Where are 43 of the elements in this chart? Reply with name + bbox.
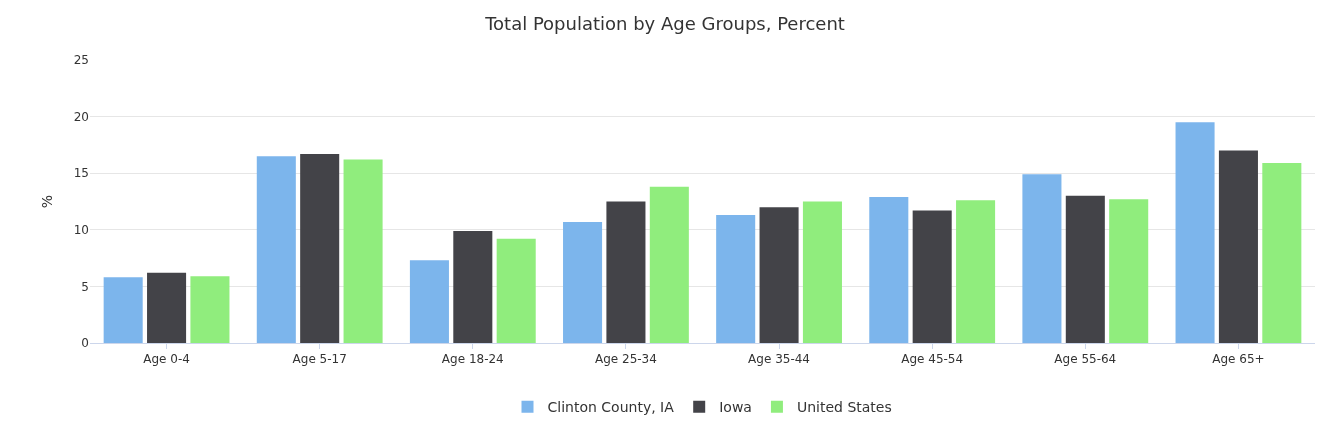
bar: [409, 260, 449, 343]
y-tick-label: 5: [81, 279, 89, 294]
x-tick-label: Age 25-34: [594, 352, 657, 367]
bar: [716, 215, 756, 343]
y-axis-title: %: [39, 194, 55, 209]
bar: [759, 207, 799, 343]
bar: [1022, 174, 1062, 343]
x-tick-label: Age 0-4: [143, 352, 190, 367]
y-tick-label: 20: [73, 109, 89, 124]
x-tick-label: Age 55-64: [1054, 352, 1117, 367]
bar: [190, 276, 230, 343]
bar: [300, 153, 340, 343]
bar: [869, 196, 909, 343]
bar: [496, 238, 536, 343]
y-tick-label: 15: [73, 166, 89, 181]
bar: [912, 210, 952, 343]
legend-label: United States: [796, 399, 892, 416]
legend-label: Clinton County, IA: [547, 399, 675, 416]
y-tick-label: 25: [73, 53, 89, 68]
bar: [343, 159, 383, 343]
bar: [563, 221, 603, 343]
y-tick-label: 0: [81, 336, 89, 351]
bar: [1262, 163, 1302, 343]
bar: [1065, 195, 1105, 343]
x-tick-label: Age 45-54: [901, 352, 964, 367]
legend-label: Iowa: [719, 399, 752, 416]
bar: [802, 201, 842, 343]
x-tick-label: Age 18-24: [441, 352, 504, 367]
bar: [453, 230, 493, 343]
y-tick-label: 10: [73, 223, 89, 237]
bar: [103, 277, 143, 343]
bar: [1218, 150, 1258, 343]
bar: [956, 200, 996, 343]
x-tick-label: Age 5-17: [292, 352, 347, 367]
chart-title: Total Population by Age Groups, Percent: [484, 13, 845, 34]
bar: [147, 272, 187, 343]
bar: [256, 156, 296, 343]
bar: [1175, 122, 1215, 343]
bar: [1109, 199, 1149, 343]
x-tick-label: Age 65+: [1212, 352, 1265, 367]
bar: [649, 186, 689, 343]
bar: [606, 201, 646, 343]
x-tick-label: Age 35-44: [748, 352, 811, 367]
